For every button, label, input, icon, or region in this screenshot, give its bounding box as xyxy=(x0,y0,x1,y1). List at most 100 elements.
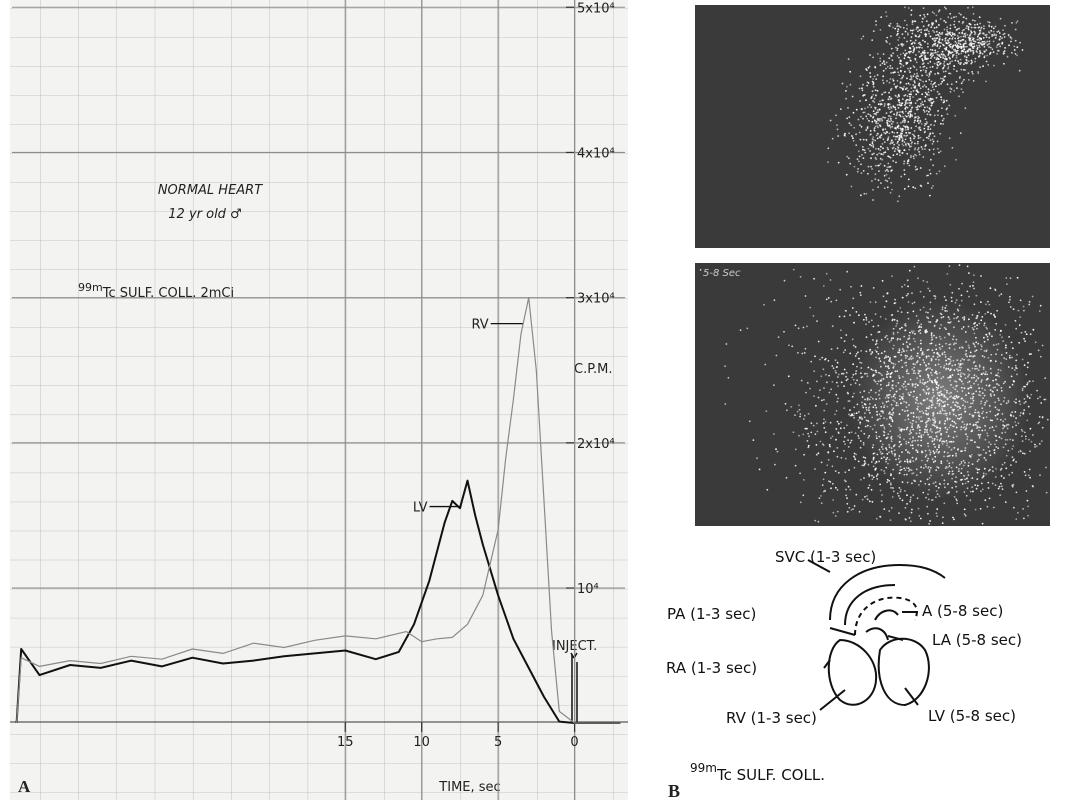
count-dot xyxy=(883,426,885,428)
count-dot xyxy=(873,101,875,103)
count-dot xyxy=(984,41,986,43)
count-dot xyxy=(1022,440,1024,442)
count-dot xyxy=(885,318,887,320)
count-dot xyxy=(952,425,954,427)
count-dot xyxy=(958,414,960,416)
count-dot xyxy=(811,422,813,424)
count-dot xyxy=(918,346,920,348)
count-dot xyxy=(890,65,892,67)
count-dot xyxy=(1001,336,1003,338)
count-dot xyxy=(908,149,910,151)
count-dot xyxy=(904,55,906,57)
count-dot xyxy=(805,295,807,297)
count-dot xyxy=(1000,330,1002,332)
count-dot xyxy=(909,93,911,95)
count-dot xyxy=(943,118,945,120)
count-dot xyxy=(937,141,939,143)
count-dot xyxy=(917,384,919,386)
count-dot xyxy=(836,410,838,412)
count-dot xyxy=(955,385,957,387)
count-dot xyxy=(887,436,889,438)
count-dot xyxy=(934,27,936,29)
count-dot xyxy=(927,52,929,54)
count-dot xyxy=(920,87,922,89)
count-dot xyxy=(944,394,946,396)
count-dot xyxy=(929,419,931,421)
count-dot xyxy=(849,409,851,411)
count-dot xyxy=(956,503,958,505)
count-dot xyxy=(933,52,935,54)
count-dot xyxy=(802,494,804,496)
count-dot xyxy=(905,507,907,509)
count-dot xyxy=(990,395,992,397)
count-dot xyxy=(936,512,938,514)
count-dot xyxy=(911,115,913,117)
count-dot xyxy=(823,387,825,389)
count-dot xyxy=(816,320,818,322)
count-dot xyxy=(878,461,880,463)
count-dot xyxy=(971,27,973,29)
count-dot xyxy=(906,135,908,137)
count-dot xyxy=(930,114,932,116)
count-dot xyxy=(899,395,901,397)
count-dot xyxy=(949,347,951,349)
count-dot xyxy=(1045,467,1047,469)
count-dot xyxy=(955,498,957,500)
count-dot xyxy=(877,325,879,327)
count-dot xyxy=(1022,388,1024,390)
count-dot xyxy=(965,354,967,356)
count-dot xyxy=(1045,399,1047,401)
count-dot xyxy=(948,446,950,448)
count-dot xyxy=(993,507,995,509)
count-dot xyxy=(980,42,982,44)
count-dot xyxy=(977,36,979,38)
count-dot xyxy=(1003,52,1005,54)
count-dot xyxy=(920,466,922,468)
count-dot xyxy=(906,428,908,430)
count-dot xyxy=(971,43,973,45)
count-dot xyxy=(955,423,957,425)
count-dot xyxy=(852,307,854,309)
count-dot xyxy=(1009,439,1011,441)
count-dot xyxy=(899,437,901,439)
count-dot xyxy=(920,105,922,107)
count-dot xyxy=(1008,366,1010,368)
count-dot xyxy=(956,55,958,57)
count-dot xyxy=(887,163,889,165)
diagram-label: RV (1-3 sec) xyxy=(726,709,817,727)
count-dot xyxy=(928,138,930,140)
count-dot xyxy=(863,170,865,172)
count-dot xyxy=(968,272,970,274)
count-dot xyxy=(911,368,913,370)
count-dot xyxy=(973,323,975,325)
count-dot xyxy=(965,69,967,71)
count-dot xyxy=(922,156,924,158)
count-dot xyxy=(913,75,915,77)
count-dot xyxy=(1004,462,1006,464)
count-dot xyxy=(903,438,905,440)
count-dot xyxy=(916,377,918,379)
count-dot xyxy=(997,447,999,449)
count-dot xyxy=(990,368,992,370)
count-dot xyxy=(929,74,931,76)
count-dot xyxy=(906,87,908,89)
count-dot xyxy=(1027,367,1029,369)
count-dot xyxy=(936,26,938,28)
count-dot xyxy=(934,50,936,52)
count-dot xyxy=(898,375,900,377)
count-dot xyxy=(961,294,963,296)
count-dot xyxy=(969,355,971,357)
count-dot xyxy=(894,150,896,152)
count-dot xyxy=(766,489,768,491)
count-dot xyxy=(848,486,850,488)
count-dot xyxy=(939,412,941,414)
count-dot xyxy=(855,144,857,146)
count-dot xyxy=(971,377,973,379)
count-dot xyxy=(891,126,893,128)
count-dot xyxy=(873,326,875,328)
count-dot xyxy=(880,406,882,408)
count-dot xyxy=(865,404,867,406)
count-dot xyxy=(853,322,855,324)
count-dot xyxy=(820,375,822,377)
count-dot xyxy=(966,291,968,293)
